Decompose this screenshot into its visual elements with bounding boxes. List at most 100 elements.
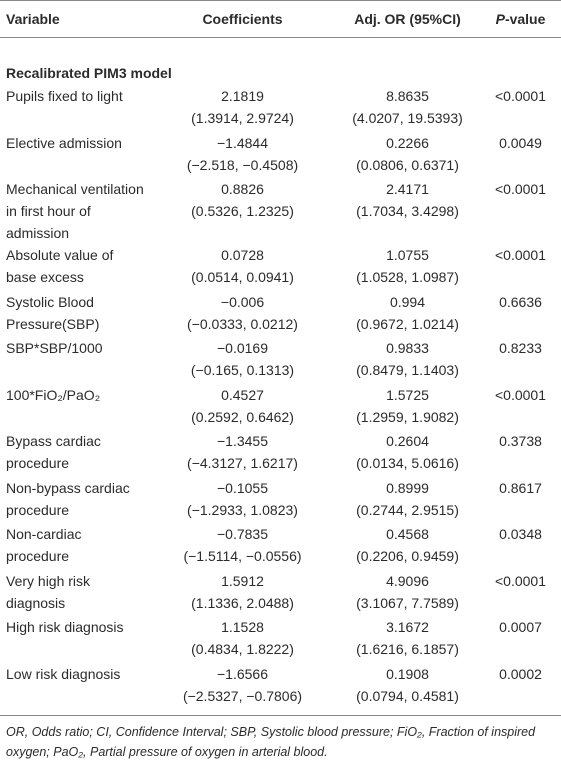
value-cell: −0.0169 (−0.165, 0.1313) [150,337,335,384]
table: Variable Coefficients Adj. OR (95%CI) P-… [0,0,561,716]
confidence-interval: (3.1067, 7.7589) [356,594,459,611]
confidence-interval: (0.9672, 1.0214) [356,315,459,332]
confidence-interval: (1.1336, 2.0488) [191,594,294,611]
table-row: SBP*SBP/1000 −0.0169 (−0.165, 0.1313) 0.983… [0,337,561,384]
p-value-cell: 0.0002 [480,662,561,716]
estimate: −0.0169 [217,340,268,356]
confidence-interval: (−2.518, −0.4508) [186,156,299,173]
confidence-interval: (1.3914, 2.9724) [191,110,294,126]
section-title: Recalibrated PIM3 model [6,65,172,81]
estimate: 0.8826 [221,181,264,197]
table-row: High risk diagnosis 1.1528 (0.4834, 1.8222… [0,616,561,663]
value-cell: 0.4568 (0.2206, 0.9459) [335,523,480,570]
table-row: Low risk diagnosis −1.6566 (−2.5327, −0.78… [0,662,561,716]
value-cell: −0.1055 (−1.2933, 1.0823) [150,477,335,524]
confidence-interval: (0.0134, 5.0616) [356,455,459,471]
variable-cell: 100*FiO₂/PaO₂ [6,386,101,403]
p-value-cell: <0.0001 [495,386,546,403]
estimate: 0.4527 [221,386,264,403]
confidence-interval: (−1.2933, 1.0823) [187,501,298,518]
header-cell: Variable [0,0,150,38]
table-row: Systolic Blood Pressure(SBP) −0.006 (−0.03… [0,291,561,338]
estimate: 0.2604 [386,433,429,449]
table-row: Elective admission −1.4844 (−2.518, −0.450… [0,132,561,179]
value-cell: 0.8999 (0.2744, 2.9515) [335,477,480,524]
value-cell: −1.3455 (−4.3127, 1.6217) [150,430,335,477]
variable-cell: Bypass cardiac procedure [6,433,101,471]
variable-cell: Non-cardiac procedure [6,526,82,564]
confidence-interval: (1.0528, 1.0987) [356,269,459,285]
confidence-interval: (0.0794, 0.4581) [356,687,459,704]
value-cell: 1.1528 (0.4834, 1.8222) [150,616,335,663]
value-cell: 0.0728 (0.0514, 0.0941) [150,244,335,291]
estimate: 1.5725 [386,386,429,403]
confidence-interval: (0.0514, 0.0941) [191,269,294,285]
table-row: Non-bypass cardiac procedure −0.1055 (−1.2… [0,477,561,524]
table-row: Absolute value of base excess 0.0728 (0.05… [0,244,561,291]
estimate: 0.994 [389,293,426,310]
confidence-interval: (0.0806, 0.6371) [356,156,459,173]
value-cell: 1.5725 (1.2959, 1.9082) [335,384,480,431]
confidence-interval: (0.2744, 2.9515) [356,501,459,518]
confidence-interval: (−0.165, 0.1313) [190,362,295,378]
table-row: Pupils fixed to light 2.1819 (1.3914, 2.97… [0,85,561,132]
confidence-interval: (0.5326, 1.2325) [191,203,294,219]
value-cell: 8.8635 (4.0207, 19.5393) [335,85,480,132]
estimate: 1.0755 [386,247,429,263]
estimate: −1.4844 [217,134,268,151]
p-value-cell: 0.8617 [499,479,542,496]
value-cell: 0.9833 (0.8479, 1.1403) [335,337,480,384]
value-cell: 4.9096 (3.1067, 7.7589) [335,570,480,617]
estimate: 0.8999 [386,479,429,496]
header-cell: Adj. OR (95%CI) [335,0,480,38]
estimate: 3.1672 [386,619,429,635]
confidence-interval: (1.2959, 1.9082) [356,408,459,425]
value-cell: 3.1672 (1.6216, 6.1857) [335,616,480,663]
value-cell: 0.1908 (0.0794, 0.4581) [335,662,480,716]
confidence-interval: (0.8479, 1.1403) [356,362,459,378]
confidence-interval: (−1.5114, −0.0556) [183,548,302,564]
p-value-cell: 0.6636 [499,293,542,310]
variable-cell: SBP*SBP/1000 [6,340,103,356]
value-cell: 1.0755 (1.0528, 1.0987) [335,244,480,291]
value-cell: 2.4171 (1.7034, 3.4298) [335,178,480,244]
estimate: −1.3455 [217,433,268,449]
estimate: −0.006 [220,293,265,310]
variable-cell: Pupils fixed to light [6,88,123,104]
estimate: 0.9833 [386,340,429,356]
header-row: Variable Coefficients Adj. OR (95%CI) P-… [0,0,561,38]
estimate: −1.6566 [217,665,268,682]
variable-cell: High risk diagnosis [6,619,124,635]
confidence-interval: (0.4834, 1.8222) [191,641,294,657]
confidence-interval: (4.0207, 19.5393) [352,110,463,126]
section-row: Recalibrated PIM3 model [0,38,561,86]
estimate: 0.1908 [386,665,429,682]
value-cell: 0.994 (0.9672, 1.0214) [335,291,480,338]
table-row: Very high risk diagnosis 1.5912 (1.1336, 2… [0,570,561,617]
p-value-cell: 0.0348 [499,526,542,542]
value-cell: −0.006 (−0.0333, 0.0212) [150,291,335,338]
value-cell: −1.6566 (−2.5327, −0.7806) [150,662,335,716]
confidence-interval: (0.2592, 0.6462) [191,408,294,425]
p-value-cell: <0.0001 [495,572,546,589]
value-cell: 0.8826 (0.5326, 1.2325) [150,178,335,244]
header-cell: P-value [480,0,561,38]
variable-cell: Absolute value of base excess [6,247,114,285]
confidence-interval: (0.2206, 0.9459) [356,548,459,564]
estimate: 0.4568 [386,526,429,542]
footnote: OR, Odds ratio; CI, Confidence Interval;… [6,724,536,759]
p-value-cell: <0.0001 [495,181,546,197]
p-value-cell: 0.0007 [499,619,542,635]
estimate: 0.2266 [386,134,429,151]
estimate: 4.9096 [386,572,429,589]
confidence-interval: (1.6216, 6.1857) [356,641,459,657]
variable-cell: Elective admission [6,134,122,151]
variable-cell: Mechanical ventilation in first hour of … [6,181,144,241]
value-cell: 0.4527 (0.2592, 0.6462) [150,384,335,431]
value-cell: −0.7835 (−1.5114, −0.0556) [150,523,335,570]
confidence-interval: (−2.5327, −0.7806) [182,687,303,704]
value-cell: 0.2266 (0.0806, 0.6371) [335,132,480,179]
value-cell: 1.5912 (1.1336, 2.0488) [150,570,335,617]
confidence-interval: (−4.3127, 1.6217) [187,455,298,471]
